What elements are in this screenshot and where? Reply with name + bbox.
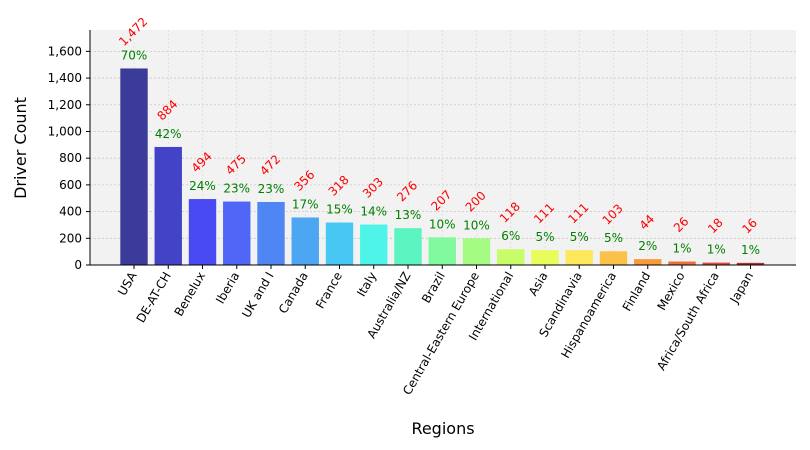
bar	[736, 262, 765, 265]
bar	[223, 201, 251, 265]
percent-label: 1%	[741, 243, 760, 257]
x-tick-label: Iberia	[213, 270, 242, 307]
percent-label: 14%	[360, 205, 387, 219]
percent-label: 24%	[189, 179, 216, 193]
x-tick-label: Italy	[354, 270, 379, 300]
percent-label: 10%	[429, 217, 456, 231]
bar	[360, 224, 388, 265]
y-axis-ticks: 0 200 400 600 800 1,000 1,200 1,400 1,600	[48, 44, 90, 272]
x-tick-label: Finland	[620, 270, 654, 314]
y-tick-label: 600	[59, 178, 82, 192]
bar	[120, 68, 148, 265]
x-tick-label: USA	[115, 269, 140, 298]
percent-label: 13%	[395, 208, 422, 222]
x-tick-label: Canada	[276, 270, 311, 317]
percent-label: 2%	[638, 239, 657, 253]
bar	[325, 222, 354, 265]
bar	[188, 199, 217, 265]
percent-label: 42%	[155, 127, 182, 141]
y-tick-label: 1,000	[48, 124, 82, 138]
bar	[257, 201, 285, 265]
y-tick-label: 1,600	[48, 44, 82, 58]
percent-label: 10%	[463, 218, 490, 232]
x-tick-label: Japan	[727, 270, 756, 307]
percent-label: 1%	[672, 242, 691, 256]
bar	[668, 261, 696, 265]
percent-label: 15%	[326, 203, 353, 217]
bar	[394, 228, 422, 265]
bar	[599, 251, 628, 265]
bar	[497, 249, 525, 265]
percent-label: 6%	[501, 229, 520, 243]
percent-labels: 70% 42% 24% 23% 23% 17% 15% 14% 13% 10% 10% 6% 5% 5% 5…	[121, 48, 760, 256]
percent-label: 23%	[258, 182, 285, 196]
bar	[702, 262, 730, 265]
y-tick-label: 0	[74, 258, 82, 272]
bars	[120, 68, 765, 265]
y-tick-label: 200	[59, 231, 82, 245]
bar	[462, 238, 491, 265]
x-tick-label: Benelux	[172, 270, 208, 319]
percent-label: 5%	[535, 230, 554, 244]
x-tick-label: Mexico	[655, 270, 688, 313]
percent-label: 17%	[292, 197, 319, 211]
x-axis-title: Regions	[411, 419, 474, 438]
bar	[634, 259, 662, 265]
x-tick-label: DE-AT-CH	[134, 270, 174, 326]
x-tick-label: UK and I	[239, 270, 276, 321]
y-axis-title: Driver Count	[11, 97, 30, 199]
x-tick-label: France	[313, 270, 345, 312]
y-tick-label: 1,400	[48, 71, 82, 85]
y-tick-label: 800	[59, 151, 82, 165]
x-tick-label: Africa/South Africa	[654, 270, 722, 373]
percent-label: 5%	[604, 231, 623, 245]
bar	[565, 250, 593, 265]
y-tick-label: 400	[59, 205, 82, 219]
y-tick-label: 1,200	[48, 98, 82, 112]
bar	[428, 237, 456, 265]
percent-label: 23%	[223, 182, 250, 196]
bar	[291, 217, 319, 265]
percent-label: 5%	[570, 230, 589, 244]
percent-label: 1%	[707, 243, 726, 257]
x-tick-label: Asia	[526, 270, 551, 299]
x-tick-label: Brazil	[419, 270, 448, 306]
bar	[531, 250, 559, 265]
bar	[154, 146, 182, 265]
percent-label: 70%	[121, 48, 148, 62]
